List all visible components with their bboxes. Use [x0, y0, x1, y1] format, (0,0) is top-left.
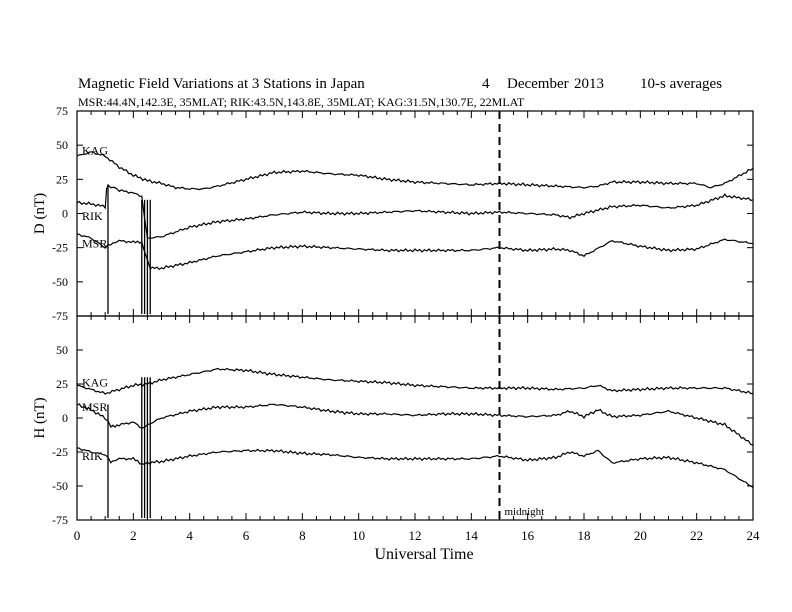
series-label-msr: MSR [82, 237, 107, 251]
series-label-rik: RIK [82, 209, 103, 223]
series-label-kag: KAG [82, 144, 108, 158]
y-tick-label: 0 [62, 411, 68, 425]
x-tick-label: 2 [130, 528, 137, 543]
x-tick-label: 8 [299, 528, 306, 543]
series-label-kag: KAG [82, 376, 108, 390]
y-tick-label: -25 [52, 445, 68, 459]
y-tick-label: 50 [56, 138, 68, 152]
date-year: 2013 [574, 76, 604, 92]
x-tick-label: 14 [465, 528, 479, 543]
station-subtitle: MSR:44.4N,142.3E, 35MLAT; RIK:43.5N,143.… [78, 95, 525, 109]
x-tick-label: 20 [634, 528, 647, 543]
y-tick-label: -50 [52, 479, 68, 493]
averaging-label: 10-s averages [640, 76, 722, 92]
series-label-msr: MSR [82, 400, 107, 414]
x-tick-label: 10 [352, 528, 365, 543]
d-component-panel: 75 50 25 0 -25 -50 -75 D (nT) KAG RIK MSR [32, 104, 754, 323]
x-tick-label: 6 [243, 528, 250, 543]
x-tick-label: 16 [521, 528, 535, 543]
plot-frame [76, 315, 754, 521]
series-line-rik [76, 183, 754, 239]
date-day: 4 [482, 76, 490, 92]
y-tick-label: 50 [56, 343, 68, 357]
series-line-rik [76, 447, 754, 488]
y-tick-label: 25 [56, 172, 68, 186]
y-tick-label: -50 [52, 275, 68, 289]
chart-title: Magnetic Field Variations at 3 Stations … [78, 76, 365, 92]
series-line-kag [76, 367, 753, 395]
x-tick-label: 18 [578, 528, 591, 543]
series-line-kag [76, 151, 754, 191]
x-tick-label: 24 [747, 528, 761, 543]
midnight-annotation: midnight [505, 506, 545, 518]
y-tick-label: -25 [52, 241, 68, 255]
y-axis-label: H (nT) [32, 397, 48, 438]
date-month: December [507, 76, 569, 92]
y-tick-label: -75 [52, 513, 68, 527]
plot-frame [76, 110, 754, 317]
x-tick-label: 12 [409, 528, 422, 543]
y-tick-label: 0 [62, 207, 68, 221]
x-tick-label: 22 [690, 528, 703, 543]
series-line-msr [76, 403, 754, 446]
y-tick-label: -75 [52, 309, 68, 323]
x-axis-label: Universal Time [374, 546, 473, 563]
y-tick-label: 25 [56, 377, 68, 391]
y-axis-label: D (nT) [32, 193, 48, 234]
series-label-rik: RIK [82, 449, 103, 463]
x-tick-label: 4 [186, 528, 193, 543]
series-line-msr [76, 233, 754, 271]
x-tick-label: 0 [74, 528, 81, 543]
y-tick-label: 75 [56, 104, 68, 118]
